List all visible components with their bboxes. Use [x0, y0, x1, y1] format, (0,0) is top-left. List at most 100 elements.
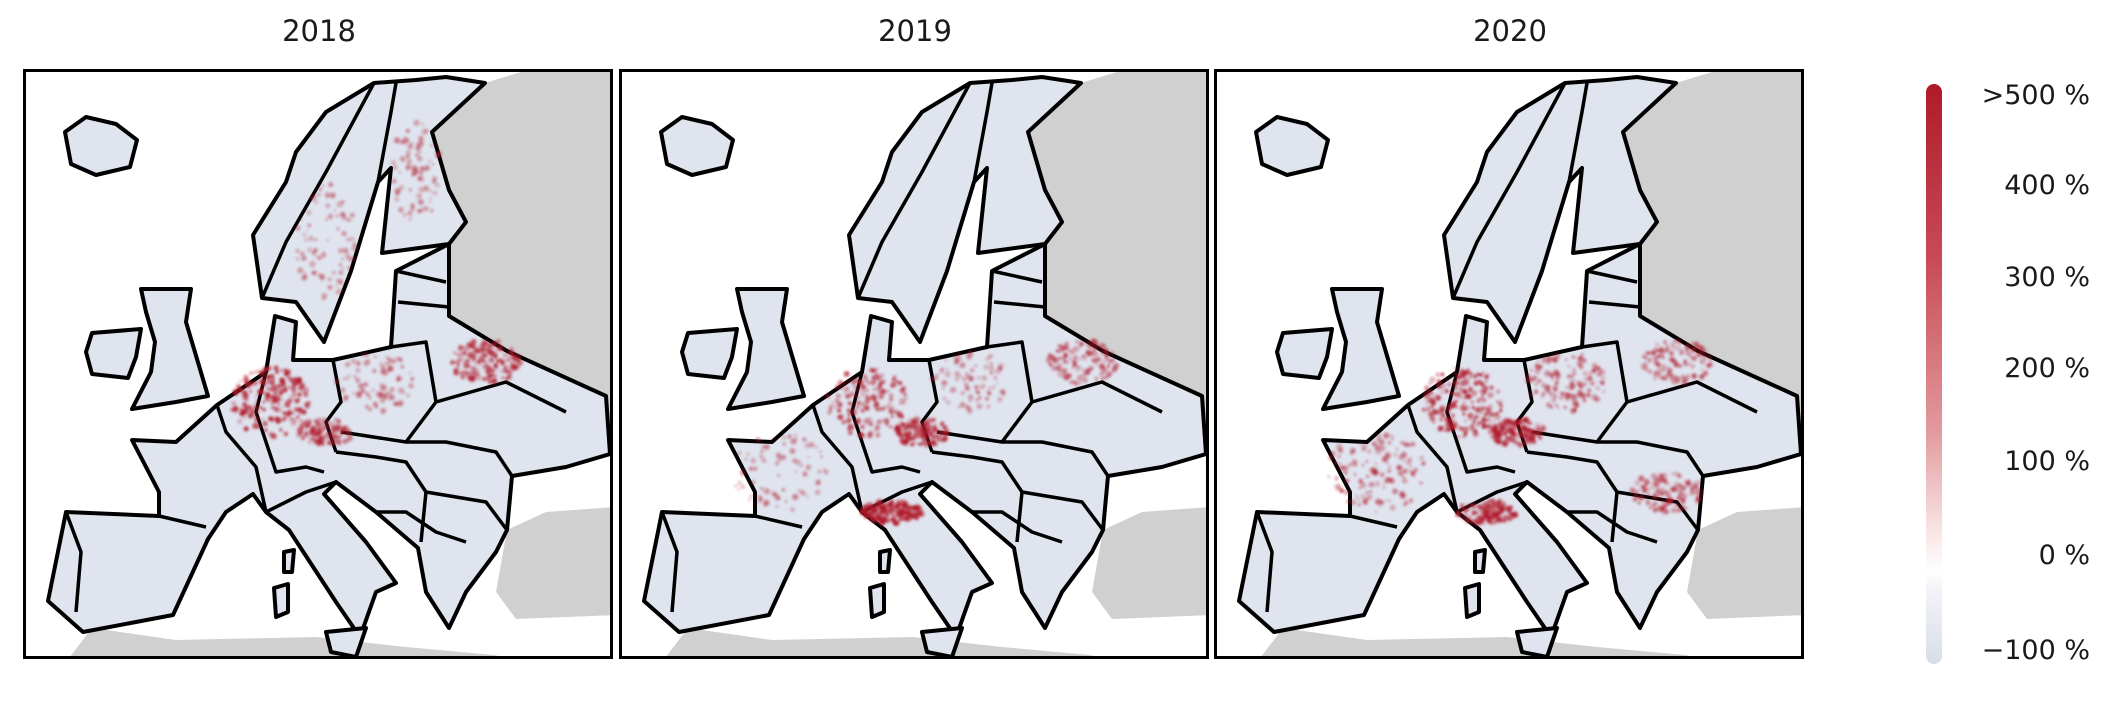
hotspot-belarus	[482, 359, 487, 364]
hotspot-poland	[343, 377, 346, 380]
hotspot-czechia	[343, 428, 347, 433]
hotspot-poland	[983, 364, 989, 370]
hotspot-france	[1381, 456, 1389, 463]
hotspot-belarus	[1661, 356, 1665, 359]
hotspot-germany	[903, 392, 907, 396]
hotspot-france	[1344, 491, 1348, 496]
hotspot-germany	[870, 393, 877, 400]
hotspot-poland	[1566, 373, 1572, 379]
hotspot-finland	[418, 171, 423, 176]
hotspot-france	[819, 455, 823, 459]
hotspot-belarus	[1641, 354, 1646, 359]
hotspot-france	[1413, 467, 1418, 473]
hotspot-france	[1375, 510, 1378, 513]
hotspot-belarus	[1075, 339, 1080, 344]
hotspot-france	[1369, 490, 1372, 493]
hotspot-poland	[990, 366, 994, 371]
hotspot-germany	[1469, 418, 1472, 422]
hotspot-poland	[352, 392, 355, 395]
hotspot-germany	[278, 409, 282, 413]
hotspot-finland	[432, 176, 437, 181]
hotspot-czechia	[919, 442, 923, 446]
hotspot-poland	[942, 387, 945, 390]
hotspot-finland	[405, 128, 410, 133]
hotspot-germany	[880, 419, 884, 422]
hotspot-poland	[949, 390, 953, 393]
hotspot-france	[1389, 499, 1392, 503]
hotspot-france	[1410, 441, 1416, 447]
hotspot-poland	[1592, 369, 1596, 372]
hotspot-france	[1401, 474, 1405, 479]
hotspot-france	[814, 445, 818, 449]
hotspot-belarus	[466, 348, 470, 351]
hotspot-belarus	[1688, 354, 1692, 357]
hotspot-germany	[1447, 411, 1450, 415]
hotspot-finland	[410, 142, 413, 145]
hotspot-northern-italy	[1497, 519, 1502, 524]
hotspot-finland	[405, 154, 411, 159]
hotspot-belarus	[1069, 357, 1073, 360]
hotspot-poland	[1587, 393, 1591, 398]
hotspot-belarus	[504, 354, 507, 358]
hotspot-germany	[844, 419, 850, 425]
hotspot-finland	[429, 189, 432, 193]
hotspot-poland	[1552, 358, 1558, 364]
hotspot-germany	[848, 424, 855, 431]
hotspot-poland	[363, 360, 370, 367]
hotspot-france	[1421, 461, 1426, 466]
europe-map	[642, 72, 1206, 656]
hotspot-poland	[1537, 364, 1543, 370]
hotspot-germany	[232, 406, 239, 413]
hotspot-germany	[1472, 418, 1476, 422]
hotspot-germany	[274, 406, 279, 411]
hotspot-northern-italy	[1488, 510, 1492, 514]
hotspot-france	[737, 451, 742, 455]
hotspot-belarus	[485, 371, 490, 375]
hotspot-germany	[885, 423, 889, 427]
hotspot-sweden	[326, 239, 329, 242]
hotspot-czechia	[899, 425, 903, 429]
hotspot-northern-italy	[1477, 521, 1482, 525]
hotspot-northern-italy	[915, 505, 921, 511]
hotspot-poland	[1534, 363, 1539, 368]
hotspot-france	[1374, 481, 1381, 487]
hotspot-northern-italy	[1459, 503, 1465, 508]
hotspot-finland	[417, 176, 422, 181]
hotspot-northern-italy	[1466, 509, 1469, 512]
hotspot-france	[782, 435, 786, 440]
hotspot-germany	[897, 412, 904, 419]
hotspot-belarus	[1104, 359, 1107, 362]
hotspot-germany	[291, 412, 294, 416]
hotspot-germany	[283, 386, 289, 392]
hotspot-poland	[988, 386, 992, 390]
hotspot-northern-italy	[891, 510, 895, 513]
hotspot-belarus	[1109, 351, 1115, 356]
hotspot-northern-italy	[1497, 498, 1503, 505]
hotspot-germany	[264, 396, 271, 402]
hotspot-germany	[1498, 408, 1503, 413]
hotspot-sweden	[322, 296, 326, 301]
hotspot-czechia	[326, 421, 332, 427]
hotspot-poland	[383, 395, 388, 400]
hotspot-belarus	[1650, 349, 1657, 356]
hotspot-germany	[835, 383, 839, 388]
hotspot-poland	[393, 398, 396, 402]
hotspot-czechia	[319, 423, 323, 427]
hotspot-northern-italy	[1478, 501, 1481, 504]
hotspot-germany	[846, 380, 850, 384]
hotspot-belarus	[491, 359, 494, 362]
hotspot-sweden	[311, 271, 315, 275]
hotspot-germany	[1453, 380, 1459, 386]
hotspot-sweden	[330, 192, 336, 198]
hotspot-poland	[1563, 405, 1567, 409]
hotspot-poland	[397, 375, 403, 381]
hotspot-romania	[1654, 501, 1658, 505]
hotspot-france	[1392, 488, 1399, 495]
hotspot-germany	[1458, 426, 1463, 431]
hotspot-czechia	[1504, 435, 1510, 441]
hotspot-poland	[1595, 386, 1600, 391]
hotspot-czechia	[1538, 435, 1543, 440]
hotspot-germany	[1439, 382, 1446, 389]
hotspot-czechia	[338, 435, 342, 439]
hotspot-poland	[380, 407, 387, 414]
